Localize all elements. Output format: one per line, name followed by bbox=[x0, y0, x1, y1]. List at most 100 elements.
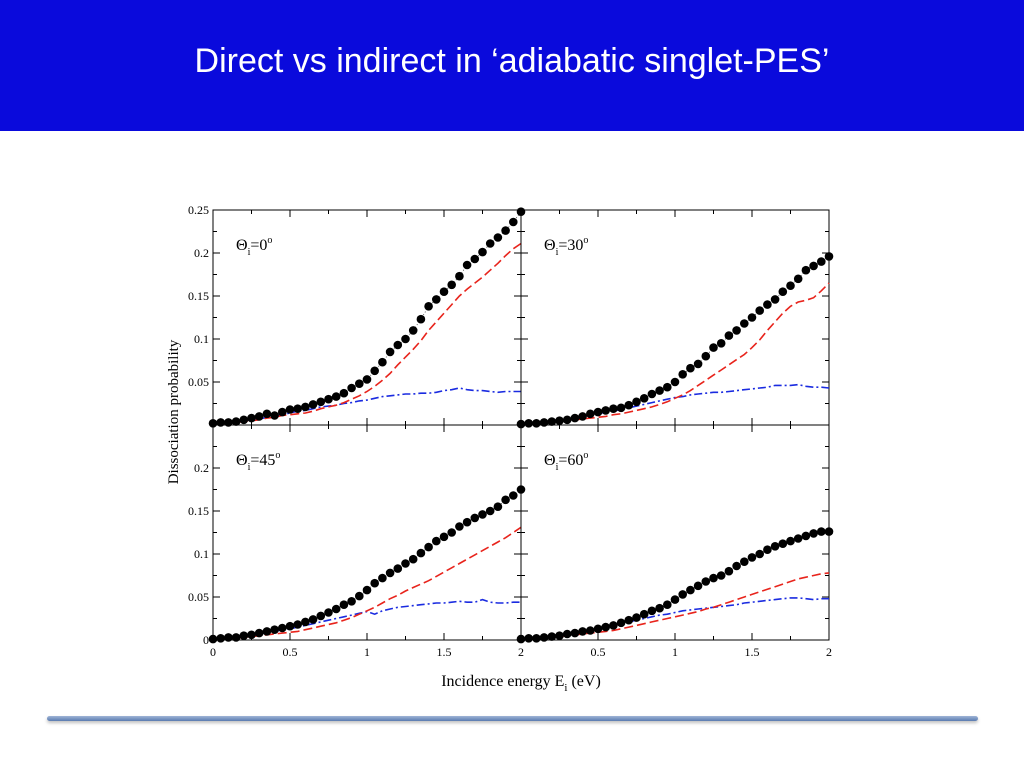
total-data-point bbox=[616, 403, 626, 413]
total-data-point bbox=[378, 573, 387, 583]
total-data-point bbox=[355, 379, 364, 389]
panel-label: Θi=30o bbox=[544, 235, 588, 258]
panel-label-sup: o bbox=[583, 450, 588, 461]
total-data-point bbox=[632, 613, 641, 622]
total-data-point bbox=[339, 600, 349, 609]
total-data-point bbox=[416, 314, 426, 324]
total-data-point bbox=[455, 271, 464, 281]
panel-label: Θi=45o bbox=[236, 450, 280, 473]
x-axis-label-unit: (eV) bbox=[567, 673, 600, 690]
x-tick-label: 2 bbox=[826, 645, 832, 659]
total-data-point bbox=[470, 513, 480, 523]
y-tick-label: 0.05 bbox=[188, 590, 209, 604]
total-data-point bbox=[247, 630, 256, 640]
x-tick-label: 1 bbox=[364, 645, 370, 659]
total-data-point bbox=[485, 239, 495, 248]
total-data-point bbox=[509, 491, 518, 500]
total-data-point bbox=[716, 339, 726, 348]
total-data-point bbox=[532, 419, 541, 428]
total-data-point bbox=[740, 319, 749, 328]
y-tick-label: 0.25 bbox=[188, 203, 209, 217]
red-series-line bbox=[521, 282, 830, 425]
red-series-line bbox=[213, 526, 522, 640]
total-data-point bbox=[709, 343, 718, 352]
total-data-point bbox=[262, 409, 272, 419]
x-tick-label: 0.5 bbox=[591, 645, 606, 659]
x-tick-label: 0 bbox=[210, 645, 216, 659]
total-data-point bbox=[424, 542, 433, 552]
total-data-point bbox=[362, 375, 372, 384]
total-data-point bbox=[293, 404, 303, 414]
total-data-point bbox=[624, 400, 634, 410]
total-data-point bbox=[555, 416, 564, 426]
total-data-point bbox=[347, 597, 356, 606]
total-data-point bbox=[609, 621, 618, 630]
x-tick-label: 1 bbox=[672, 645, 678, 659]
total-data-point bbox=[301, 617, 310, 627]
y-tick-label: 0.2 bbox=[194, 246, 209, 260]
total-data-point bbox=[462, 517, 472, 527]
y-tick-label: 0.2 bbox=[194, 461, 209, 475]
total-data-point bbox=[239, 415, 249, 425]
total-data-point bbox=[701, 577, 711, 586]
x-axis-label-main: Incidence energy E bbox=[441, 673, 564, 690]
total-data-point bbox=[809, 261, 818, 271]
x-tick-label: 2 bbox=[518, 645, 524, 659]
panel-label-sub: i bbox=[248, 462, 251, 473]
total-data-point bbox=[331, 604, 341, 614]
total-data-point bbox=[732, 326, 741, 335]
total-data-point bbox=[485, 506, 495, 516]
total-data-point bbox=[308, 615, 318, 624]
panel-label: Θi=60o bbox=[544, 450, 588, 473]
y-tick-label: 0.15 bbox=[188, 289, 209, 303]
total-data-point bbox=[293, 620, 303, 629]
total-data-point bbox=[724, 566, 734, 576]
panel-label-eq: =60 bbox=[558, 452, 583, 469]
total-data-point bbox=[355, 591, 364, 601]
total-data-point bbox=[747, 553, 757, 562]
total-data-point bbox=[763, 545, 772, 554]
total-data-point bbox=[770, 542, 780, 551]
total-data-point bbox=[532, 634, 541, 643]
total-data-point bbox=[740, 557, 749, 566]
total-data-point bbox=[493, 233, 503, 242]
total-data-point bbox=[501, 226, 510, 235]
total-data-point bbox=[524, 419, 533, 428]
total-data-point bbox=[316, 397, 326, 407]
total-data-point bbox=[516, 419, 526, 429]
bottom-rule bbox=[47, 716, 978, 721]
total-data-point bbox=[285, 621, 295, 631]
total-data-point bbox=[817, 527, 826, 536]
total-data-point bbox=[755, 306, 764, 315]
total-data-point bbox=[593, 407, 603, 417]
total-data-point bbox=[493, 502, 503, 512]
panel-label: Θi=0o bbox=[236, 235, 272, 258]
total-data-point bbox=[278, 623, 287, 633]
y-tick-label: 0.15 bbox=[188, 504, 209, 518]
x-tick-label: 0.5 bbox=[283, 645, 298, 659]
total-data-point bbox=[801, 531, 811, 541]
total-data-point bbox=[339, 388, 349, 398]
total-data-point bbox=[578, 627, 587, 636]
total-data-point bbox=[624, 615, 634, 625]
total-data-point bbox=[393, 340, 403, 350]
panel-label-main: Θ bbox=[236, 237, 248, 254]
total-data-point bbox=[670, 595, 680, 604]
total-data-point bbox=[239, 631, 249, 640]
total-data-point bbox=[285, 405, 295, 414]
total-series-connector bbox=[212, 489, 522, 640]
total-data-point bbox=[231, 633, 241, 642]
panel-3: 0 0.05 0.1 0.15 0.2 0 0.5 1 1.5 2 Θi=45o bbox=[188, 424, 526, 659]
total-data-point bbox=[778, 287, 788, 297]
total-data-point bbox=[539, 633, 549, 642]
total-data-point bbox=[231, 417, 241, 426]
panel-label-main: Θ bbox=[544, 452, 556, 469]
panel-label-sub: i bbox=[556, 462, 559, 473]
total-data-point bbox=[316, 611, 326, 621]
total-data-point bbox=[301, 402, 310, 412]
total-data-point bbox=[216, 634, 225, 643]
total-data-point bbox=[324, 394, 333, 404]
total-data-point bbox=[378, 357, 387, 367]
total-data-point bbox=[462, 260, 472, 270]
